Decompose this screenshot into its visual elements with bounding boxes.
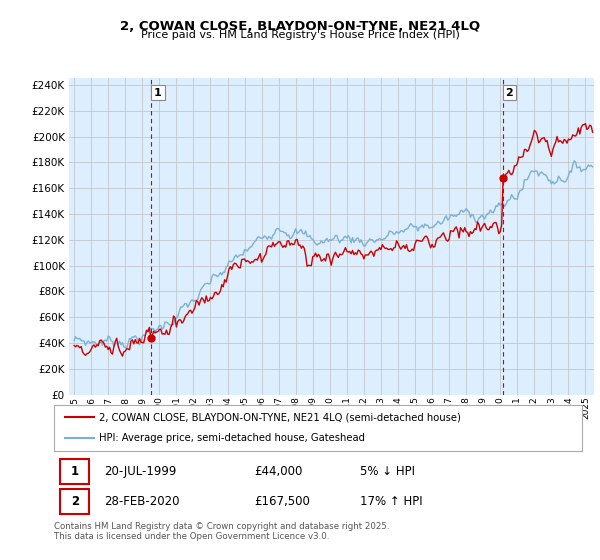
Text: 2: 2 — [71, 495, 79, 508]
Text: 28-FEB-2020: 28-FEB-2020 — [104, 495, 179, 508]
Text: 2, COWAN CLOSE, BLAYDON-ON-TYNE, NE21 4LQ (semi-detached house): 2, COWAN CLOSE, BLAYDON-ON-TYNE, NE21 4L… — [99, 412, 461, 422]
FancyBboxPatch shape — [61, 489, 89, 514]
Text: Price paid vs. HM Land Registry's House Price Index (HPI): Price paid vs. HM Land Registry's House … — [140, 30, 460, 40]
Text: 2: 2 — [506, 87, 513, 97]
Text: 2, COWAN CLOSE, BLAYDON-ON-TYNE, NE21 4LQ: 2, COWAN CLOSE, BLAYDON-ON-TYNE, NE21 4L… — [120, 20, 480, 32]
Text: 5% ↓ HPI: 5% ↓ HPI — [360, 465, 415, 478]
Text: £44,000: £44,000 — [254, 465, 303, 478]
FancyBboxPatch shape — [61, 459, 89, 484]
Text: 17% ↑ HPI: 17% ↑ HPI — [360, 495, 423, 508]
Text: 1: 1 — [71, 465, 79, 478]
Text: 20-JUL-1999: 20-JUL-1999 — [104, 465, 176, 478]
Text: Contains HM Land Registry data © Crown copyright and database right 2025.
This d: Contains HM Land Registry data © Crown c… — [54, 522, 389, 542]
Text: 1: 1 — [154, 87, 162, 97]
Text: £167,500: £167,500 — [254, 495, 311, 508]
Text: HPI: Average price, semi-detached house, Gateshead: HPI: Average price, semi-detached house,… — [99, 433, 365, 444]
